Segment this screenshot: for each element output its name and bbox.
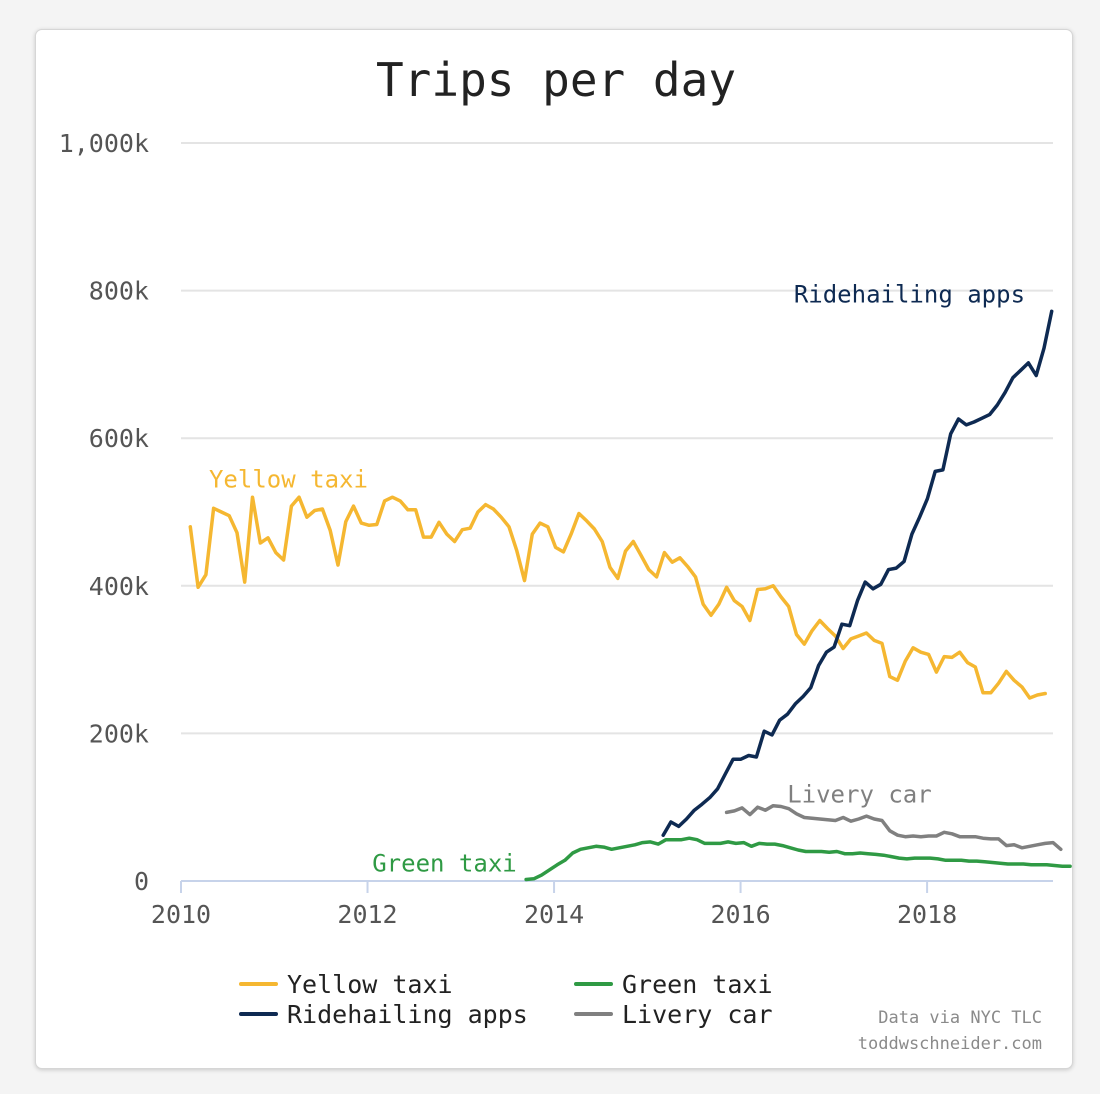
series-line-livery-car (724, 803, 1063, 852)
series-line-green-taxi (524, 836, 1072, 882)
y-tick-label-800k: 800k (89, 277, 149, 306)
grid-lines (181, 142, 1053, 735)
chart-title: Trips per day (376, 53, 736, 107)
y-tick-label-200k: 200k (89, 719, 149, 748)
legend-label-livery-car: Livery car (622, 1000, 773, 1029)
series-label-livery-car: Livery car (787, 781, 932, 809)
source-note: Data via NYC TLC (878, 1008, 1042, 1028)
series-label-green-taxi: Green taxi (372, 849, 517, 877)
legend-label-yellow-taxi: Yellow taxi (287, 970, 453, 999)
y-tick-label-400k: 400k (89, 572, 149, 601)
x-tick-label-2016: 2016 (710, 900, 770, 929)
y-tick-label-600k: 600k (89, 424, 149, 453)
y-tick-label-0: 0 (134, 867, 149, 896)
series-label-yellow-taxi: Yellow taxi (209, 466, 368, 494)
x-tick-label-2018: 2018 (897, 900, 957, 929)
series-lines (188, 309, 1072, 882)
chart-card: Trips per day 0 200k 400k 600k 800k 1,000k 201… (35, 29, 1073, 1069)
site-credit: toddwschneider.com (857, 1034, 1042, 1054)
trips-per-day-chart: Trips per day 0 200k 400k 600k 800k 1,000k 201… (59, 53, 1072, 1029)
x-tick-label-2012: 2012 (337, 900, 397, 929)
series-labels: Yellow taxi Ridehailing apps Green taxi Liv… (209, 280, 1025, 877)
legend-label-green-taxi: Green taxi (622, 970, 773, 999)
series-line-yellow-taxi (188, 495, 1047, 700)
axes: 0 200k 400k 600k 800k 1,000k 2010 2012 2014 2016 2… (59, 129, 1053, 929)
y-tick-label-1-000k: 1,000k (59, 129, 149, 158)
series-line-ridehailing-apps (661, 309, 1054, 837)
x-tick-label-2014: 2014 (524, 900, 584, 929)
legend-label-ridehailing-apps: Ridehailing apps (287, 1000, 528, 1029)
series-label-ridehailing-apps: Ridehailing apps (794, 280, 1025, 308)
x-tick-label-2010: 2010 (151, 900, 211, 929)
